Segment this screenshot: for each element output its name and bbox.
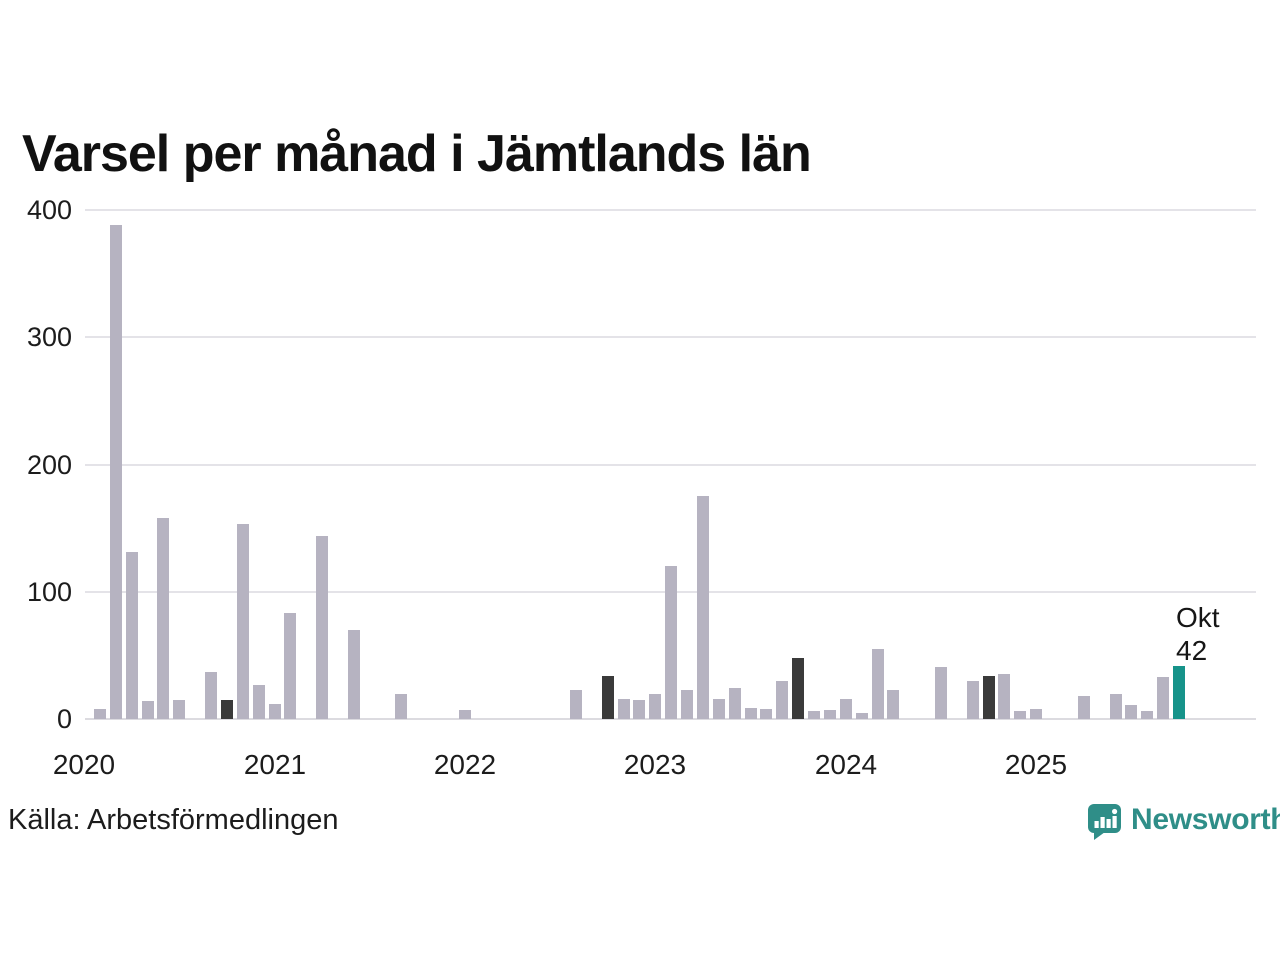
bar-2024-03: [872, 649, 884, 719]
bar-2025-10: [1173, 666, 1185, 719]
bar-2022-11: [618, 699, 630, 719]
bar-2021-01: [269, 704, 281, 719]
annotation-value-label: 42: [1176, 635, 1208, 666]
bar-2022-10: [602, 676, 614, 719]
x-axis-year-label-2020: 2020: [52, 749, 116, 780]
y-axis-tick-label-200: 200: [26, 450, 72, 480]
bar-2024-07: [935, 667, 947, 719]
source-caption: Källa: Arbetsförmedlingen: [8, 804, 339, 836]
x-axis-year-label-2023: 2023: [623, 749, 687, 780]
y-axis-tick-label-100: 100: [26, 577, 72, 607]
bar-2025-06: [1110, 694, 1122, 719]
bar-2023-10: [792, 658, 804, 719]
bar-2023-02: [665, 566, 677, 719]
gridline-y-200: [85, 464, 1256, 466]
y-axis-tick-label-400: 400: [26, 195, 72, 225]
bar-2023-09: [776, 681, 788, 719]
gridline-y-0: [85, 718, 1256, 720]
gridline-y-300: [85, 336, 1256, 338]
bar-2024-10: [983, 676, 995, 719]
bar-2023-06: [729, 688, 741, 719]
bar-2020-10: [221, 700, 233, 719]
x-axis-year-label-2025: 2025: [1004, 749, 1068, 780]
annotation-month-label: Okt: [1176, 602, 1220, 633]
gridline-y-400: [85, 209, 1256, 211]
newsworthy-logo: Newsworthy: [1087, 803, 1280, 841]
bar-2023-11: [808, 711, 820, 719]
bar-2025-09: [1157, 677, 1169, 719]
bar-2024-02: [856, 713, 868, 719]
bar-2024-04: [887, 690, 899, 719]
bar-2020-03: [110, 225, 122, 719]
bar-2020-05: [142, 701, 154, 719]
bar-2025-08: [1141, 711, 1153, 719]
bar-2021-09: [395, 694, 407, 719]
bar-2021-04: [316, 536, 328, 719]
bar-2021-02: [284, 613, 296, 719]
bar-2023-07: [745, 708, 757, 719]
bar-2024-09: [967, 681, 979, 719]
x-axis-year-label-2022: 2022: [433, 749, 497, 780]
logo-text: Newsworthy: [1131, 803, 1280, 836]
bar-2021-06: [348, 630, 360, 719]
bar-2024-01: [840, 699, 852, 719]
bar-2024-11: [998, 674, 1010, 719]
bar-2022-12: [633, 700, 645, 719]
bar-2023-08: [760, 709, 772, 719]
bar-2022-08: [570, 690, 582, 719]
bar-2020-09: [205, 672, 217, 719]
x-axis-year-label-2021: 2021: [243, 749, 307, 780]
y-axis-tick-label-300: 300: [26, 322, 72, 352]
bar-2022-01: [459, 710, 471, 719]
bar-2020-02: [94, 709, 106, 719]
bar-2020-06: [157, 518, 169, 719]
bar-2024-12: [1014, 711, 1026, 719]
bar-2020-07: [173, 700, 185, 719]
bar-2023-01: [649, 694, 661, 719]
x-axis-year-label-2024: 2024: [814, 749, 878, 780]
bar-2025-07: [1125, 705, 1137, 719]
y-axis-tick-label-0: 0: [56, 704, 72, 734]
bar-2023-05: [713, 699, 725, 719]
bar-2025-04: [1078, 696, 1090, 719]
bar-2025-01: [1030, 709, 1042, 719]
bar-2023-04: [697, 496, 709, 719]
latest-bar-annotation: Okt 42: [1176, 601, 1220, 667]
bar-2020-11: [237, 524, 249, 719]
chart-title: Varsel per månad i Jämtlands län: [22, 125, 812, 183]
bar-2020-12: [253, 685, 265, 719]
bar-2020-04: [126, 552, 138, 719]
bar-2023-03: [681, 690, 693, 719]
speech-bubble-chart-icon: [1088, 804, 1121, 840]
bar-2023-12: [824, 710, 836, 719]
